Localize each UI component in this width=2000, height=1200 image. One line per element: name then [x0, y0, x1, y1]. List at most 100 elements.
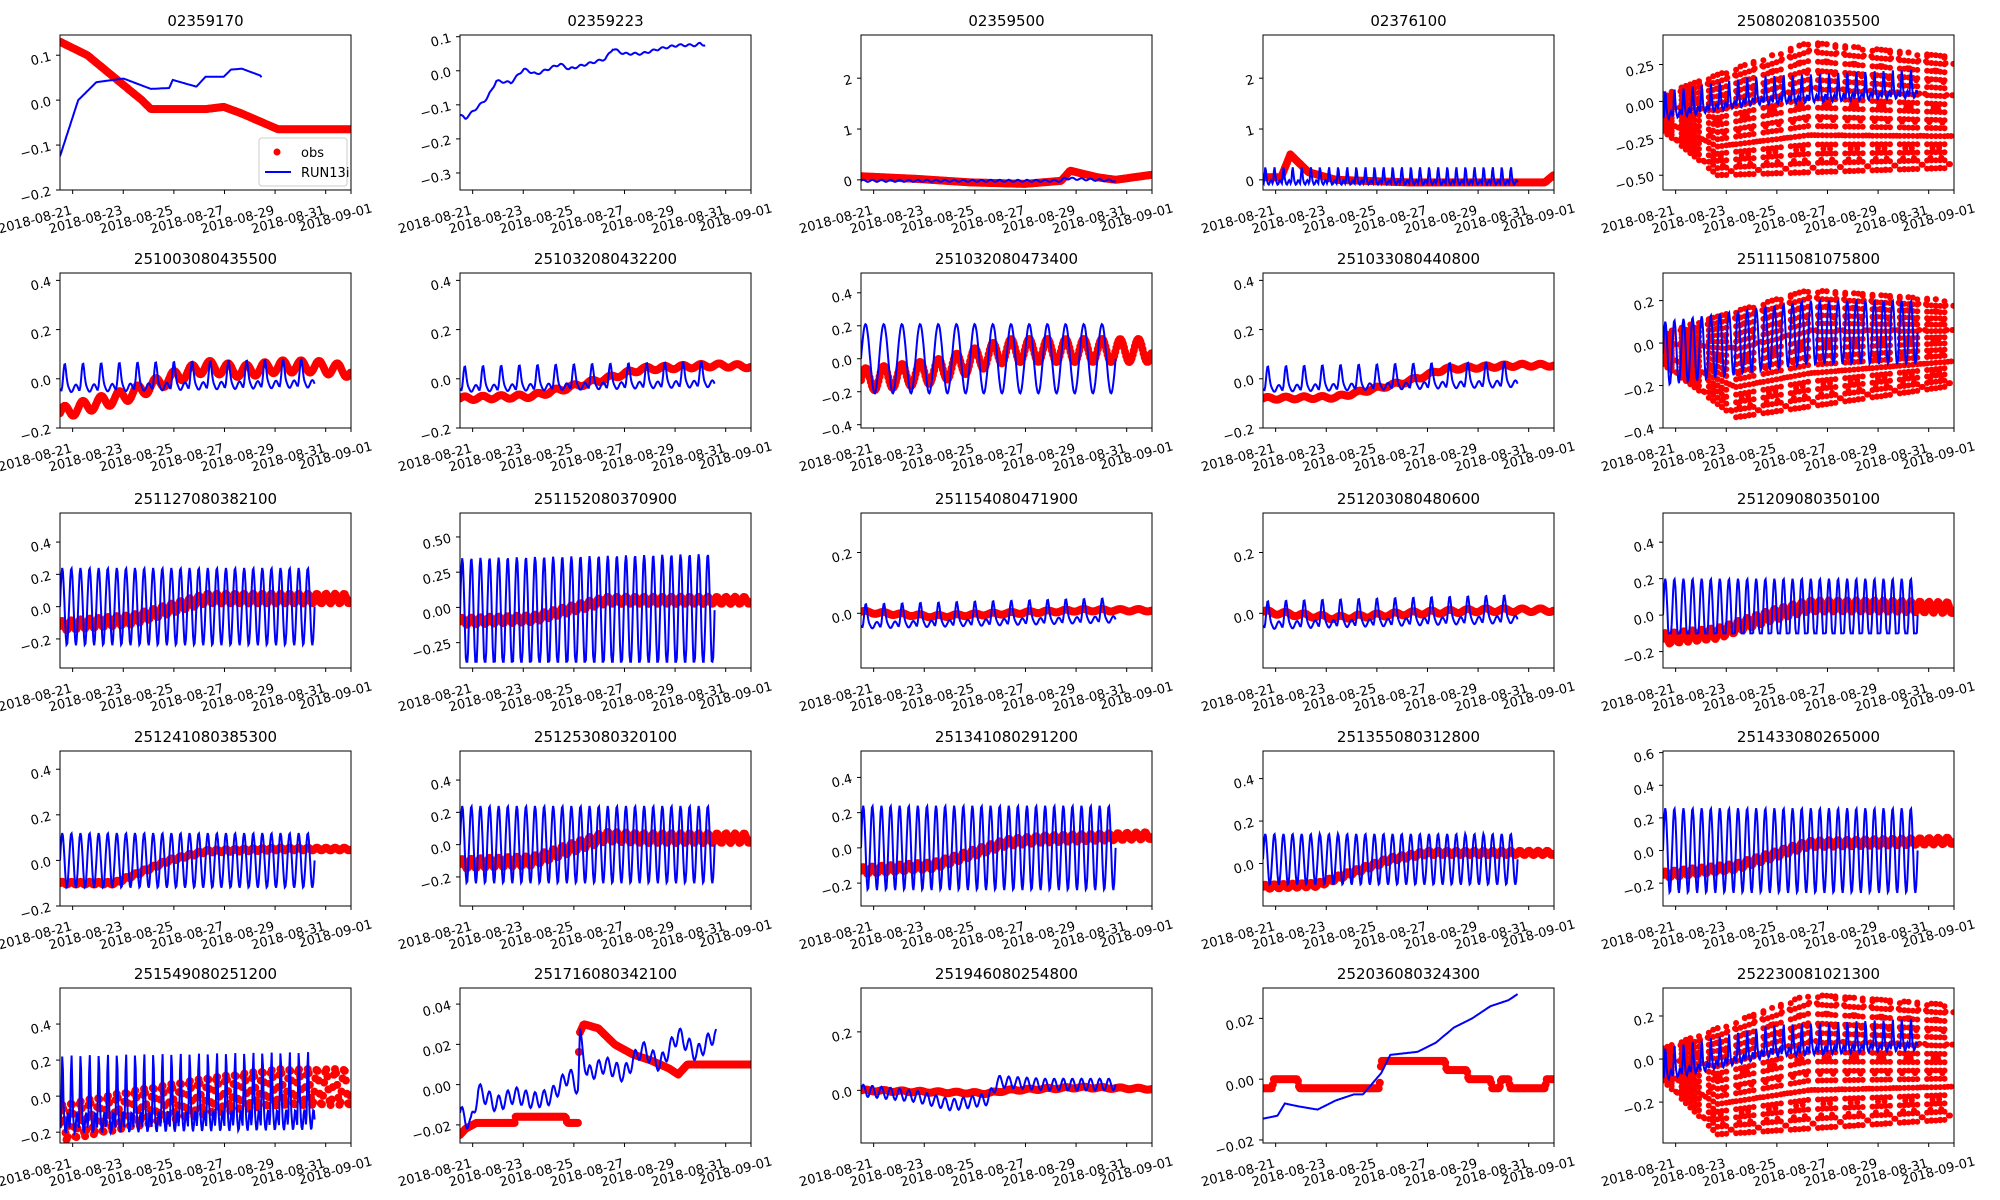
obs-point	[1832, 105, 1839, 112]
y-tick-label: 0.1	[29, 50, 53, 70]
subplot-title: 251127080382100	[134, 490, 277, 508]
obs-point	[1915, 57, 1922, 64]
obs-point	[1941, 157, 1948, 164]
obs-point	[1828, 141, 1835, 148]
y-tick-label: 1	[1244, 123, 1256, 140]
obs-point	[746, 363, 751, 371]
obs-point	[1832, 150, 1839, 157]
obs-point	[1941, 340, 1948, 347]
y-tick-label: −0.1	[419, 99, 453, 122]
obs-point	[1723, 393, 1730, 400]
obs-point	[1777, 367, 1784, 374]
obs-point	[1937, 68, 1944, 75]
obs-point	[1878, 149, 1885, 156]
obs-point	[1941, 85, 1948, 92]
obs-point	[1932, 116, 1939, 123]
obs-point	[1842, 367, 1849, 374]
obs-point	[1823, 114, 1830, 121]
obs-point	[1878, 158, 1885, 165]
y-tick-label: 0.0	[830, 353, 854, 373]
subplot: 251033080440800−0.20.00.20.42018-08-2120…	[1200, 250, 1577, 475]
obs-point	[1928, 125, 1935, 131]
subplot: 251032080432200−0.20.00.20.42018-08-2120…	[397, 250, 774, 475]
obs-point	[1733, 148, 1740, 155]
obs-point	[1914, 83, 1921, 90]
obs-point	[1819, 123, 1826, 130]
obs-point	[1878, 292, 1885, 299]
obs-point	[1928, 321, 1935, 328]
obs-point	[1924, 354, 1931, 360]
obs-point	[1873, 364, 1880, 371]
obs-point	[1924, 308, 1931, 315]
obs-point	[1859, 123, 1866, 130]
obs-point	[1750, 411, 1757, 418]
obs-point	[1919, 383, 1926, 390]
obs-point	[1750, 115, 1757, 121]
obs-point	[1851, 114, 1857, 121]
obs-point	[1819, 68, 1826, 75]
obs-series	[861, 166, 1152, 188]
subplot-title: 251115081075800	[1737, 250, 1880, 268]
obs-point	[1914, 66, 1921, 73]
obs-point	[1750, 404, 1757, 410]
obs-point	[1928, 328, 1935, 335]
obs-point	[1924, 334, 1931, 341]
obs-point	[1905, 149, 1912, 156]
obs-point	[1937, 340, 1944, 347]
y-tick-label: −0.3	[419, 167, 453, 190]
obs-point	[1792, 124, 1798, 131]
obs-point	[1815, 141, 1821, 148]
obs-point	[1937, 384, 1944, 391]
obs-point	[1882, 124, 1889, 131]
obs-point	[1746, 147, 1753, 154]
obs-point	[1869, 150, 1876, 156]
axes-frame	[1662, 34, 1955, 191]
obs-point	[1914, 381, 1921, 388]
obs-point	[1792, 397, 1798, 404]
obs-point	[1805, 123, 1812, 129]
obs-point	[1760, 146, 1767, 153]
obs-point	[1859, 141, 1866, 148]
y-tick-label: −0.2	[19, 633, 53, 656]
model-line	[861, 176, 1117, 183]
obs-point	[1777, 296, 1784, 303]
obs-point	[1859, 395, 1866, 402]
obs-point	[1792, 405, 1798, 412]
axes-frame	[1662, 272, 1955, 429]
obs-point	[1796, 396, 1803, 403]
obs-point	[1851, 141, 1857, 148]
obs-point	[1896, 141, 1903, 148]
obs-point	[1805, 104, 1812, 111]
obs-point	[1769, 153, 1776, 160]
axes-frame	[860, 272, 1153, 429]
obs-point	[1815, 104, 1821, 111]
y-tick-label: −0.2	[419, 422, 453, 445]
obs-point	[1869, 54, 1876, 61]
obs-point	[1823, 41, 1830, 48]
obs-point	[1777, 407, 1784, 414]
obs-point	[1777, 391, 1784, 398]
obs-point	[1714, 165, 1721, 172]
obs-point	[1873, 150, 1880, 156]
obs-point	[1928, 51, 1935, 58]
obs-point	[346, 125, 351, 134]
obs-point	[1777, 118, 1784, 125]
obs-point	[1932, 302, 1939, 309]
subplot-title: 250802081035500	[1737, 12, 1880, 30]
obs-point	[1914, 314, 1921, 321]
obs-point	[1928, 347, 1935, 354]
obs-point	[1855, 167, 1862, 174]
obs-point	[1819, 40, 1826, 47]
obs-point	[1928, 302, 1935, 309]
obs-point	[1896, 149, 1903, 156]
obs-point	[1815, 150, 1821, 157]
obs-point	[1932, 347, 1939, 354]
obs-point	[1941, 125, 1948, 132]
obs-point	[1859, 388, 1866, 395]
obs-point	[1805, 403, 1812, 410]
obs-point	[1760, 129, 1767, 136]
obs-point	[1741, 124, 1748, 131]
obs-point	[1869, 106, 1876, 113]
obs-point	[1896, 376, 1903, 383]
obs-point	[1924, 321, 1931, 328]
